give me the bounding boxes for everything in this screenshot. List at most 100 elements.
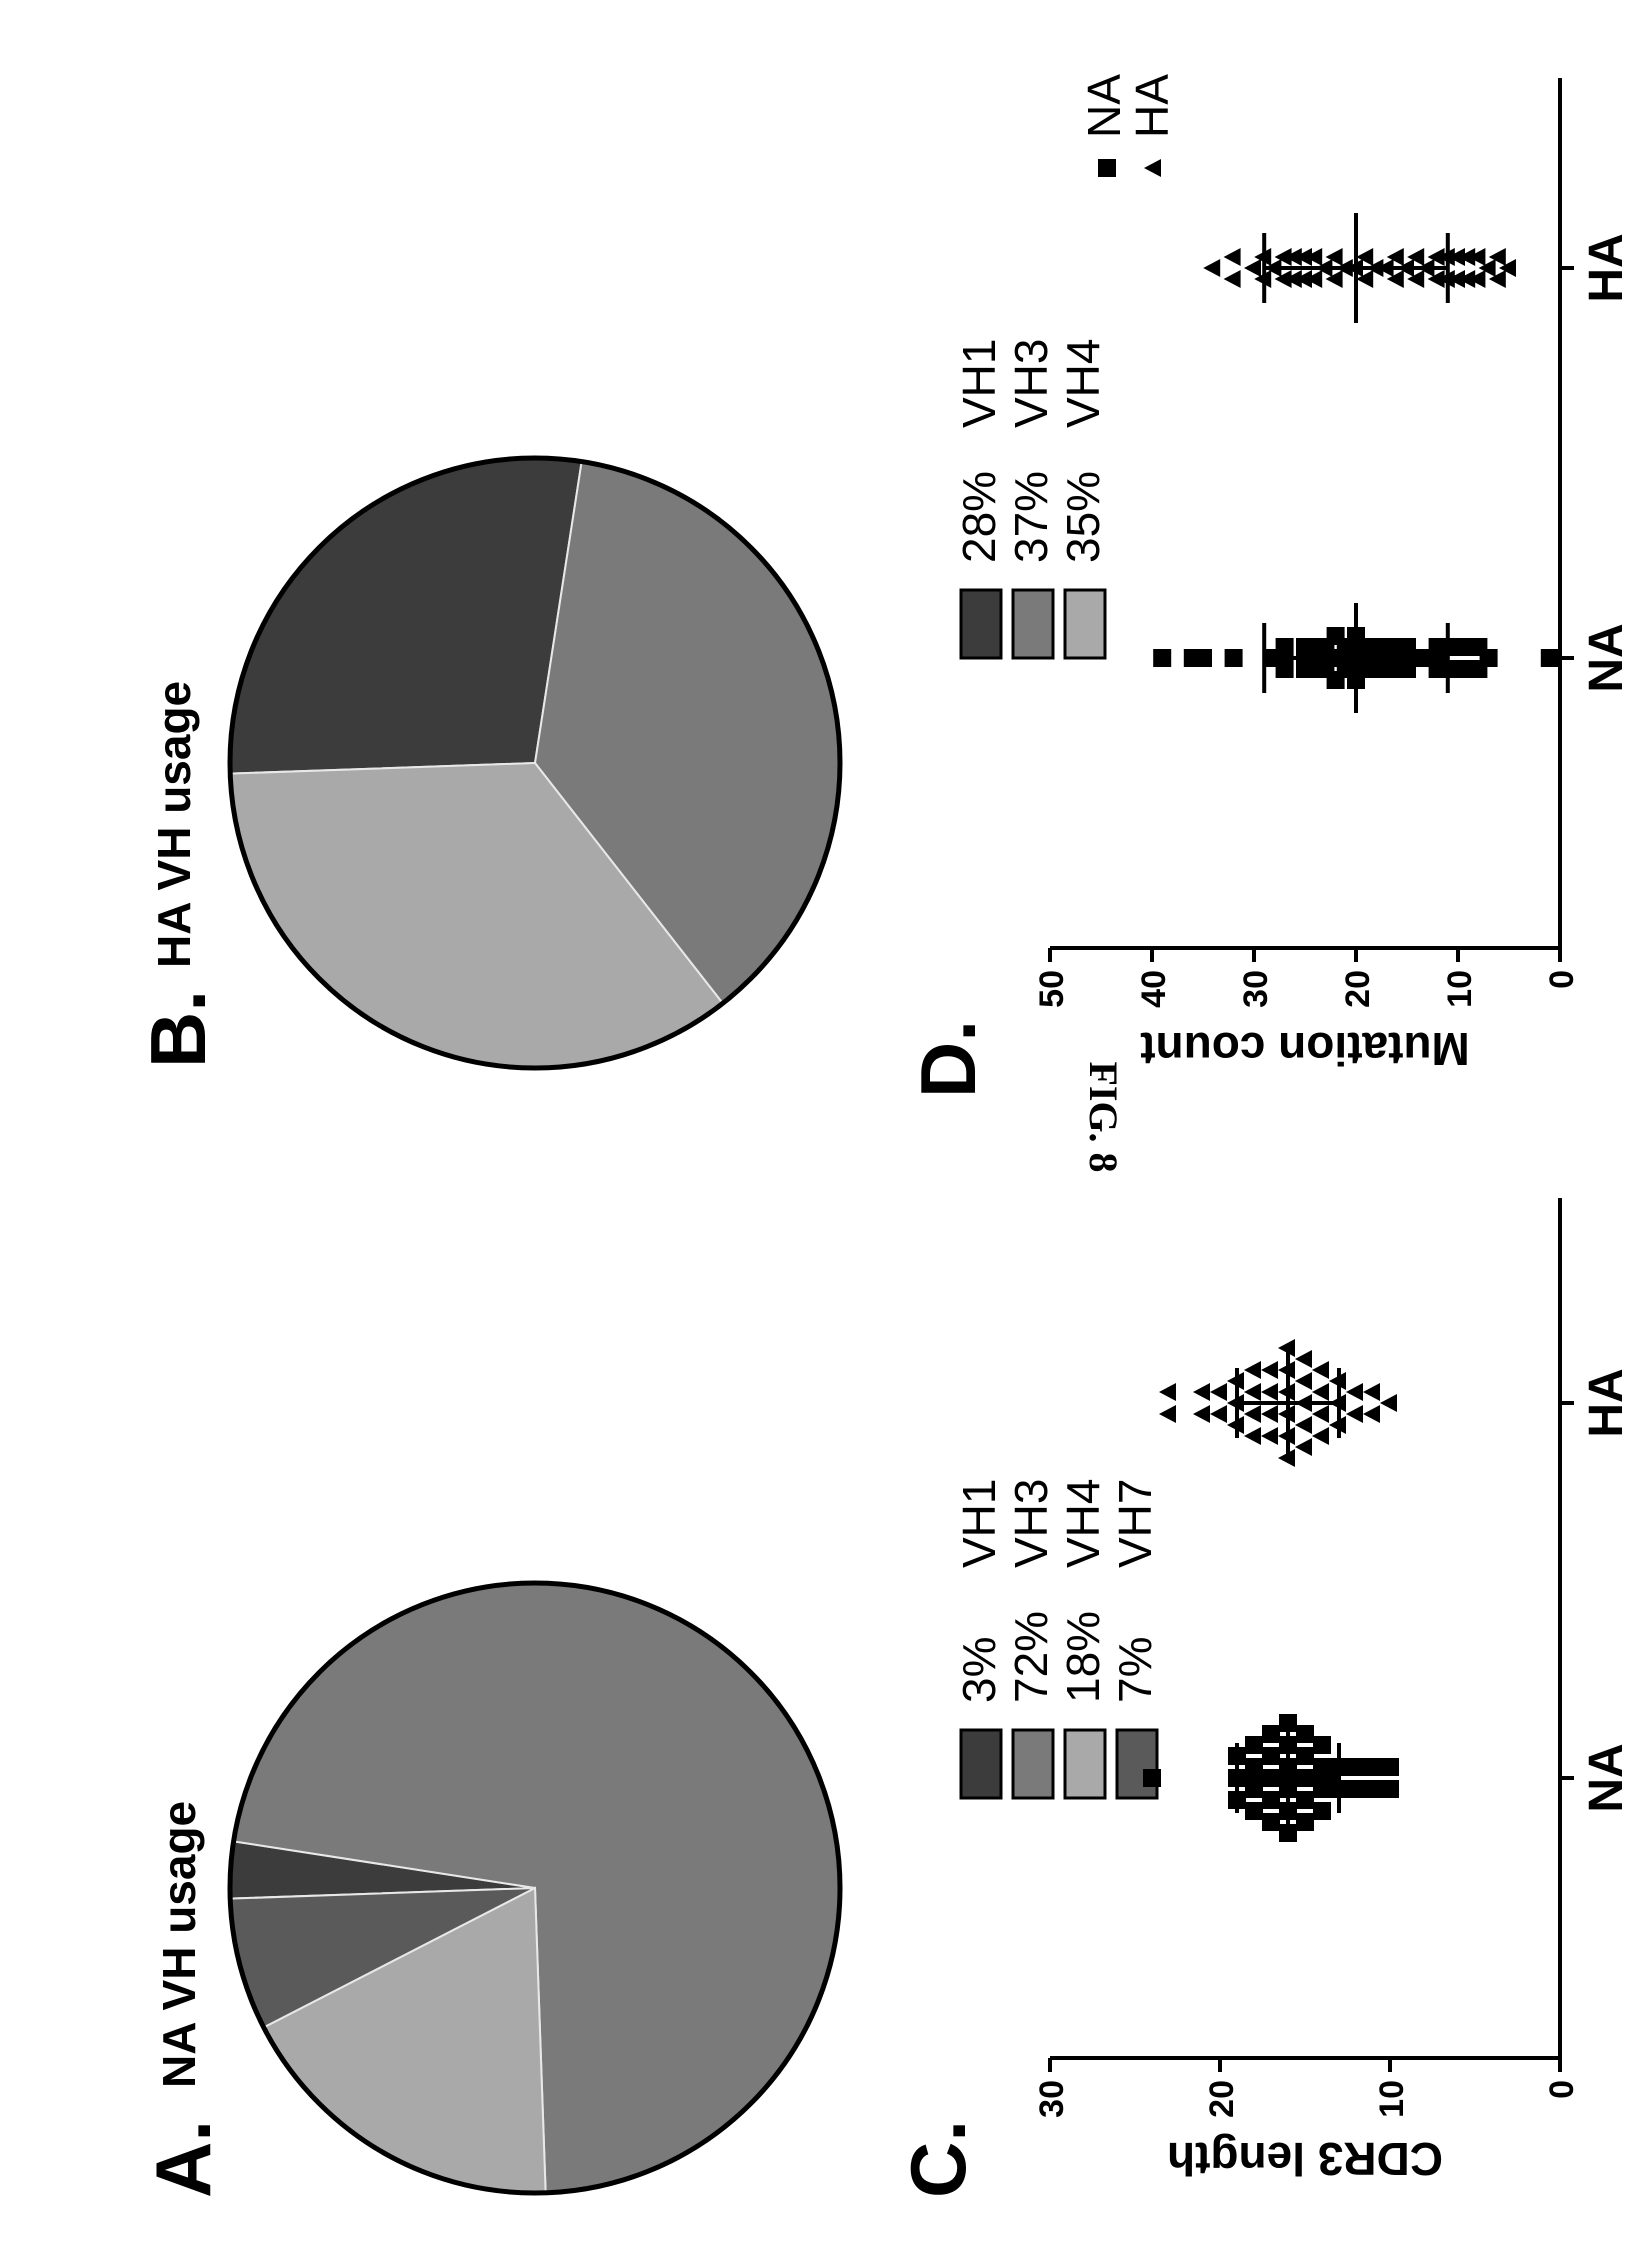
data-point-ha xyxy=(1210,1383,1227,1401)
legend-swatch-vh1 xyxy=(959,1728,1003,1800)
y-axis-label: Mutation count xyxy=(1140,1023,1470,1075)
data-point-ha xyxy=(1274,270,1292,288)
y-axis-label: CDR3 length xyxy=(1167,2133,1443,2185)
data-point-ha xyxy=(1159,1405,1176,1423)
y-tick-label: 10 xyxy=(1373,2080,1411,2118)
legend-label: VH1 xyxy=(953,339,1005,428)
legend-swatch-vh7 xyxy=(1115,1728,1159,1800)
data-point-ha xyxy=(1458,270,1476,288)
data-point-ha xyxy=(1295,1350,1312,1368)
data-point-na xyxy=(1381,1758,1399,1776)
data-point-na xyxy=(1479,649,1498,667)
data-point-ha xyxy=(1427,270,1445,288)
data-point-ha xyxy=(1244,1361,1261,1379)
data-point-ha xyxy=(1380,1394,1397,1412)
data-point-ha xyxy=(1458,248,1476,266)
data-point-ha xyxy=(1295,1438,1312,1456)
data-point-ha xyxy=(1448,270,1465,288)
data-point-ha xyxy=(1305,248,1323,266)
y-tick-label: 0 xyxy=(1543,970,1581,989)
y-tick-label: 50 xyxy=(1033,970,1071,1008)
pie-a xyxy=(227,1580,843,2196)
data-point-ha xyxy=(1295,248,1312,266)
data-point-na xyxy=(1275,638,1294,656)
y-tick-label: 20 xyxy=(1203,2080,1241,2118)
data-point-ha xyxy=(1356,248,1374,266)
data-point-ha xyxy=(1407,248,1425,266)
data-point-ha xyxy=(1346,1383,1363,1401)
data-point-ha xyxy=(1356,270,1374,288)
data-point-ha xyxy=(1448,248,1465,266)
data-point-na xyxy=(1313,1736,1331,1754)
legend-label: VH1 xyxy=(953,1479,1005,1568)
data-point-na xyxy=(1275,660,1294,678)
data-point-ha xyxy=(1210,1405,1227,1423)
data-point-ha xyxy=(1312,1361,1329,1379)
x-category-label-na: NA xyxy=(1580,623,1633,692)
data-point-ha xyxy=(1193,1383,1210,1401)
data-point-ha xyxy=(1478,259,1496,277)
data-point-ha xyxy=(1363,1405,1380,1423)
legend-percent: 7% xyxy=(1109,1637,1161,1703)
data-point-na xyxy=(1313,1780,1331,1798)
data-point-ha xyxy=(1305,270,1323,288)
legend-percent: 28% xyxy=(953,471,1005,563)
legend-swatch-vh3 xyxy=(1011,588,1055,660)
data-point-ha xyxy=(1274,248,1292,266)
data-point-na xyxy=(1262,1747,1280,1765)
data-point-na xyxy=(1364,1780,1382,1798)
legend-marker-square xyxy=(1098,159,1116,177)
legend-label: VH4 xyxy=(1057,1479,1109,1568)
data-point-na xyxy=(1245,1736,1263,1754)
legend-label: VH4 xyxy=(1057,339,1109,428)
data-point-ha xyxy=(1284,270,1302,288)
scatter-c: 0 10 20 30 CDR3 length NA HA xyxy=(1033,1198,1633,2185)
legend-label-ha: HA xyxy=(1126,74,1178,138)
data-point-ha xyxy=(1312,1405,1329,1423)
data-point-ha xyxy=(1312,1383,1329,1401)
data-point-na xyxy=(1194,649,1212,667)
data-point-na xyxy=(1224,649,1243,667)
data-point-ha xyxy=(1295,270,1312,288)
data-point-na xyxy=(1245,1758,1263,1776)
data-point-na xyxy=(1296,1725,1314,1743)
data-point-ha xyxy=(1363,1383,1380,1401)
data-point-ha xyxy=(1407,270,1425,288)
y-tick-label: 0 xyxy=(1543,2080,1581,2099)
data-point-ha xyxy=(1346,1405,1363,1423)
data-point-ha xyxy=(1295,1372,1312,1390)
panel-a-letter: A. xyxy=(139,2120,227,2198)
data-point-na xyxy=(1143,1769,1161,1787)
data-point-ha xyxy=(1386,248,1404,266)
panel-c: C. 0 10 20 30 CDR3 length NA HA xyxy=(894,1198,1633,2198)
data-point-ha xyxy=(1223,270,1241,288)
data-point-ha xyxy=(1193,1405,1210,1423)
data-point-ha xyxy=(1325,248,1343,266)
legend-percent: 72% xyxy=(1005,1611,1057,1703)
pie-b xyxy=(227,455,843,1071)
data-point-na xyxy=(1313,1802,1331,1820)
panel-b-letter: B. xyxy=(134,990,222,1068)
legend-label: VH7 xyxy=(1109,1479,1161,1568)
data-point-ha xyxy=(1325,270,1343,288)
y-tick-label: 40 xyxy=(1135,970,1173,1008)
legend-swatch-vh1 xyxy=(959,588,1003,660)
data-point-na xyxy=(1381,1780,1399,1798)
y-tick-label: 20 xyxy=(1339,970,1377,1008)
data-point-na xyxy=(1262,1725,1280,1743)
data-point-ha xyxy=(1244,259,1261,277)
data-point-na xyxy=(1245,1802,1263,1820)
y-tick-label: 30 xyxy=(1237,970,1275,1008)
data-point-ha xyxy=(1261,1405,1278,1423)
panel-b-title: HA VH usage xyxy=(148,681,200,968)
data-point-na xyxy=(1245,1780,1263,1798)
data-point-ha xyxy=(1159,1383,1176,1401)
data-point-ha xyxy=(1295,1416,1312,1434)
pie-outline xyxy=(227,1580,843,2196)
x-category-label-na: NA xyxy=(1580,1743,1633,1812)
